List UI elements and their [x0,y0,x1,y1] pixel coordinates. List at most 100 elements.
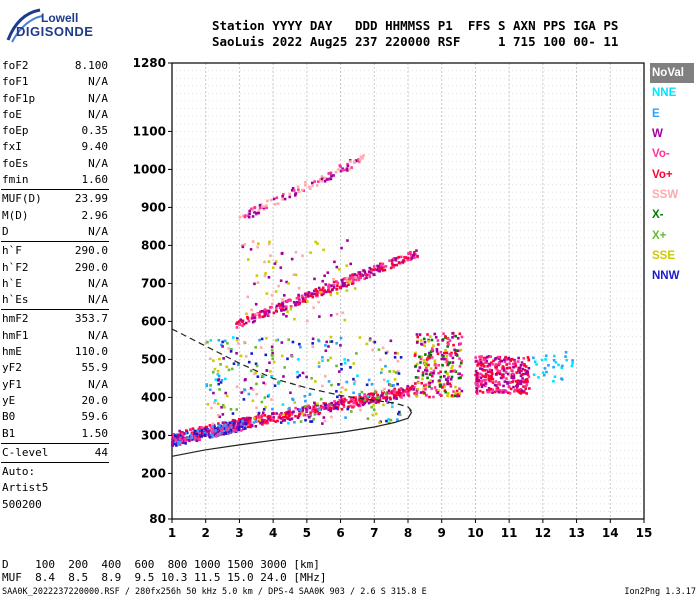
data-point [235,326,239,329]
data-point [389,418,393,422]
data-point [259,315,262,319]
data-point [498,370,502,373]
data-point [184,437,188,440]
data-point [346,406,350,409]
data-point [409,387,412,391]
data-point [505,363,508,366]
data-point [301,188,304,192]
data-point [180,436,184,440]
data-point [526,373,530,376]
data-point [249,369,253,373]
data-point [396,359,400,363]
data-point [362,396,365,400]
data-point [287,410,290,414]
data-point [267,276,271,279]
data-point [431,379,434,383]
data-point [348,280,351,283]
muf-table: D 100 200 400 600 800 1000 1500 3000 [km… [2,558,327,584]
data-point [232,336,235,339]
data-point [324,349,328,353]
data-point [381,389,385,393]
data-point [398,410,401,414]
data-point [307,404,310,408]
data-point [438,385,442,388]
data-point [280,341,284,344]
data-point [253,210,256,214]
data-point [191,427,195,430]
data-point [374,412,378,416]
data-point [442,355,445,358]
data-point [350,400,354,403]
data-point [222,427,226,430]
data-point [319,291,322,294]
data-point [218,424,221,427]
data-point [233,419,236,422]
data-point [489,355,493,358]
data-point [333,400,336,403]
param-label: hmF1 [2,328,29,342]
data-point [317,286,321,290]
legend-item: W [650,124,694,145]
data-point [415,389,419,393]
data-point [206,402,210,406]
data-point [203,433,207,437]
y-tick-label: 500 [141,352,166,366]
data-point [314,380,317,383]
data-point [322,248,325,252]
data-point [358,271,361,274]
data-point [249,386,253,390]
data-point [231,418,235,422]
data-point [518,391,522,394]
data-point [262,208,266,211]
data-point [423,368,427,372]
data-point [552,354,556,358]
data-point [310,377,313,380]
data-point [318,315,321,318]
data-point [187,436,191,440]
data-point [523,368,527,372]
data-point [211,422,215,426]
param-row: M(D) 2.96 [1,208,109,224]
data-point [495,388,499,392]
data-point [357,276,360,280]
data-point [255,382,258,386]
data-point [426,376,429,380]
data-point [293,194,297,197]
data-point [395,263,399,267]
data-point [262,205,265,208]
data-point [210,406,213,410]
data-point [258,418,262,422]
data-point [363,393,366,396]
data-point [274,420,278,423]
param-label: h`Es [2,293,29,307]
data-point [185,431,189,435]
data-point [230,425,233,429]
data-point [446,391,450,395]
data-point [360,390,364,394]
data-point [223,423,227,427]
data-point [439,383,443,387]
data-point [316,409,319,413]
data-point [250,352,253,355]
data-point [322,402,326,405]
data-point [252,316,255,319]
data-point [273,262,277,265]
data-point [458,357,461,360]
data-point [338,399,342,403]
data-point [377,395,381,399]
data-point [209,384,212,387]
data-point [287,421,290,425]
data-point [285,280,288,284]
data-point [372,399,375,403]
data-point [235,429,238,433]
data-point [195,439,199,442]
data-point [519,382,523,386]
data-point [397,388,401,392]
data-point [376,394,380,397]
data-point [249,248,253,251]
data-point [378,267,381,270]
param-label: B0 [2,410,16,424]
data-point [396,393,400,397]
data-point [342,400,345,403]
data-point [456,394,459,398]
